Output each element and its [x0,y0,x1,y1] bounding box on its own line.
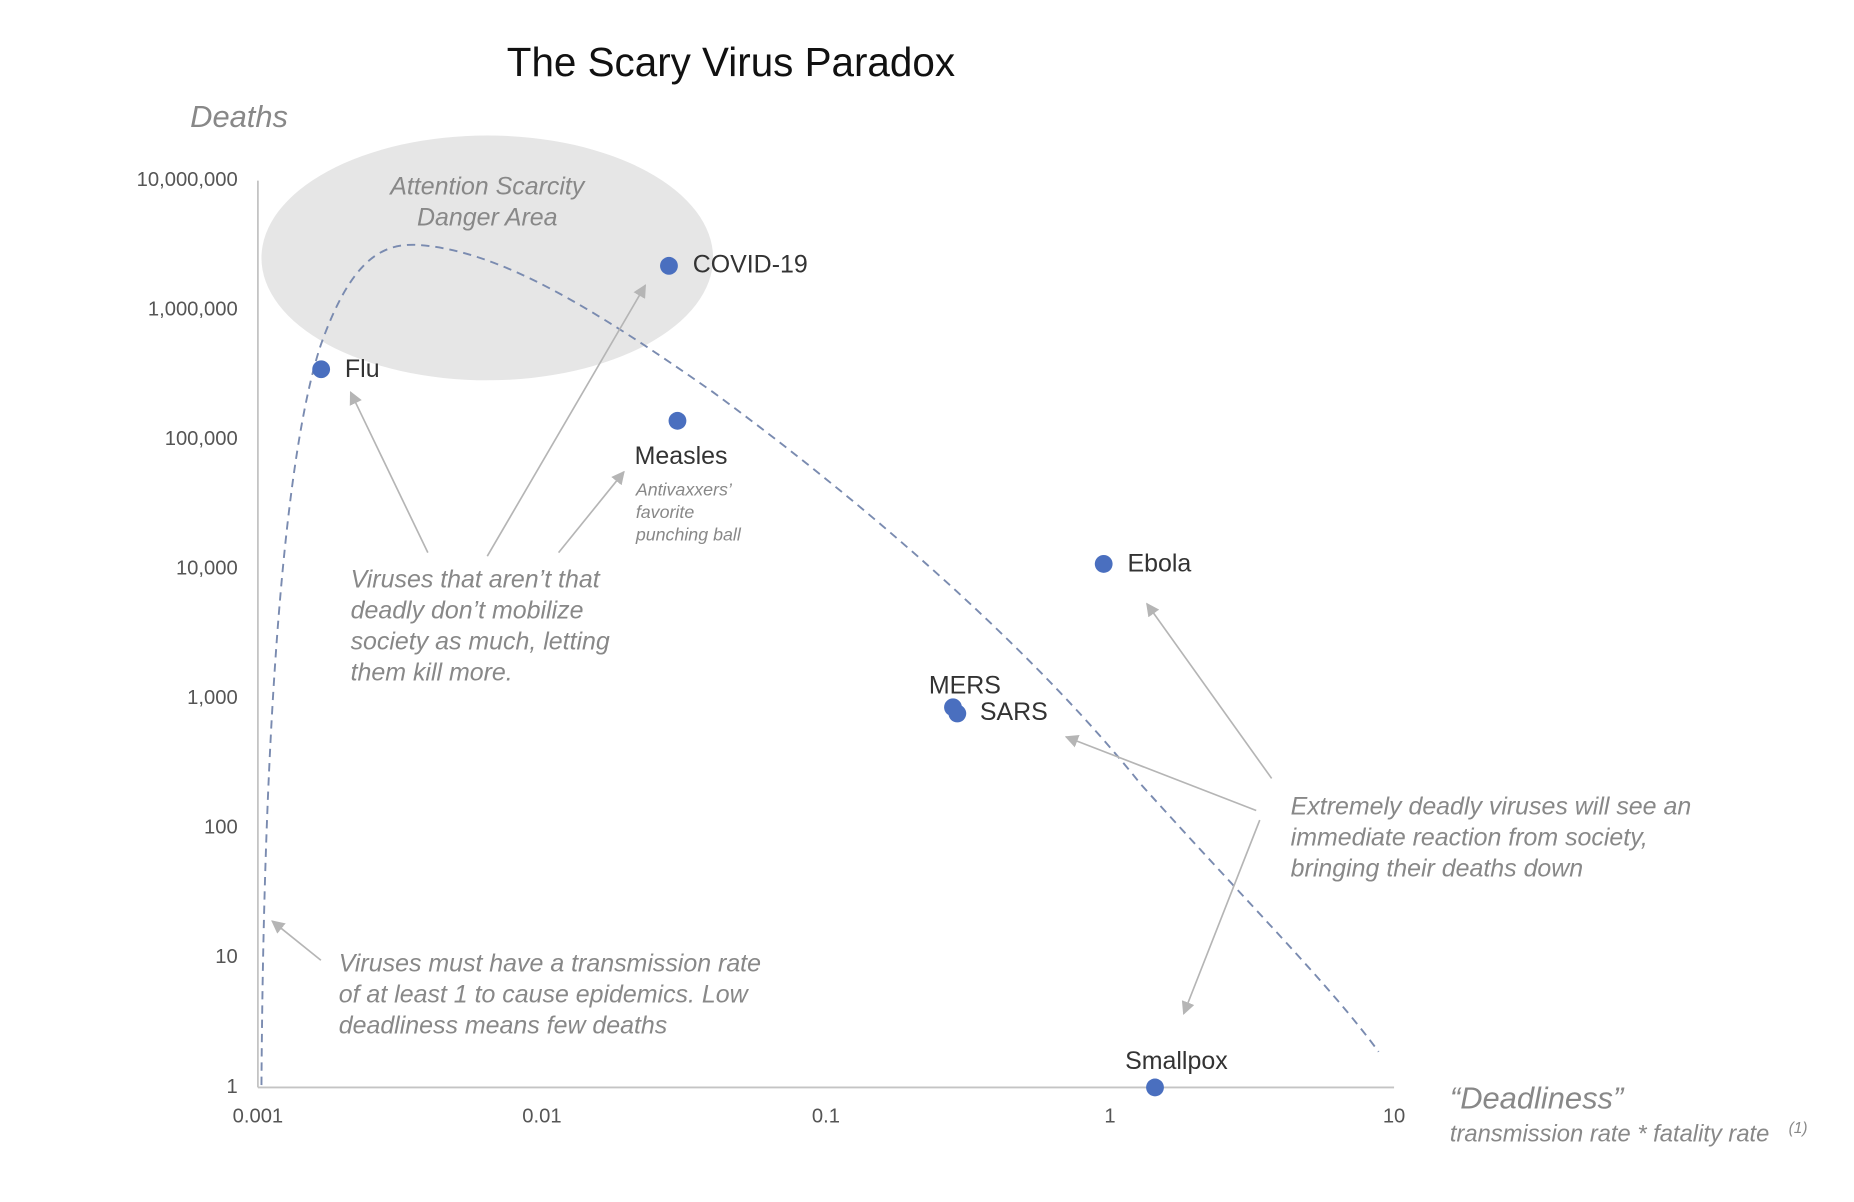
y-tick-label: 1 [226,1076,237,1098]
not-deadly-note: Viruses that aren’t that deadly don’t mo… [351,566,610,687]
y-axis-title: Deaths [190,99,288,134]
arrows [271,284,1273,1015]
y-tick-label: 100 [204,817,238,839]
annotation-line: Danger Area [417,203,558,231]
x-tick-label: 1 [1104,1105,1115,1127]
point-label: MERS [929,672,1001,700]
point-label: Smallpox [1125,1047,1228,1075]
x-axis-subtitle: transmission rate * fatality rate [1450,1120,1769,1147]
extremely-deadly-note: Extremely deadly viruses will see an imm… [1291,793,1692,883]
y-tick-label: 10,000 [176,558,238,580]
x-tick-label: 0.1 [812,1105,840,1127]
annotation-line: Viruses that aren’t that [351,566,601,594]
point [312,360,331,379]
y-tick-label: 1,000 [187,687,238,709]
y-tick-label: 1,000,000 [148,299,238,321]
arrow [1146,602,1273,779]
annotation-line: Attention Scarcity [388,172,586,200]
annotation-line: deadliness means few deaths [339,1011,668,1039]
annotation-line: deadly don’t mobilize [351,597,584,625]
arrow [1181,819,1261,1015]
x-tick-label: 0.001 [233,1105,284,1127]
point-label: SARS [980,698,1048,726]
transmission-note: Viruses must have a transmission rate of… [339,950,761,1040]
annotation-line: punching ball [635,525,742,545]
point-label: Measles [635,442,728,470]
x-axis-title: “Deadliness” [1450,1081,1625,1116]
arrow [486,284,647,557]
arrow [271,920,322,961]
footnote-ref: (1) [1789,1120,1808,1137]
y-tick-label: 10 [215,946,237,968]
point [948,704,967,723]
annotation-line: Viruses must have a transmission rate [339,950,761,978]
annotation-line: favorite [636,502,695,522]
danger-area-label: Attention Scarcity Danger Area [388,172,586,231]
danger-area [261,135,714,381]
arrow [349,390,429,553]
chart-title: The Scary Virus Paradox [507,39,955,85]
annotation-line: bringing their deaths down [1291,855,1584,883]
point [660,256,678,275]
annotation-line: Extremely deadly viruses will see an [1291,793,1692,821]
trend-curve [260,243,1380,1086]
point [1094,554,1113,573]
point [1146,1078,1164,1097]
annotation-line: Antivaxxers’ [635,480,733,500]
point [668,411,687,430]
point-label: Flu [345,355,380,383]
arrow [557,470,625,554]
point-label: Ebola [1127,550,1191,578]
annotation-line: of at least 1 to cause epidemics. Low [339,981,750,1009]
annotation-line: them kill more. [351,658,513,686]
annotation-line: immediate reaction from society, [1291,824,1648,852]
point-label: COVID-19 [693,250,808,278]
y-tick-label: 10,000,000 [137,169,238,191]
y-tick-label: 100,000 [165,428,238,450]
annotation-line: society as much, letting [351,628,610,656]
x-tick-label: 10 [1383,1105,1405,1127]
measles-note: Antivaxxers’ favorite punching ball [635,480,742,545]
arrow [1064,734,1257,812]
x-tick-label: 0.01 [522,1105,561,1127]
